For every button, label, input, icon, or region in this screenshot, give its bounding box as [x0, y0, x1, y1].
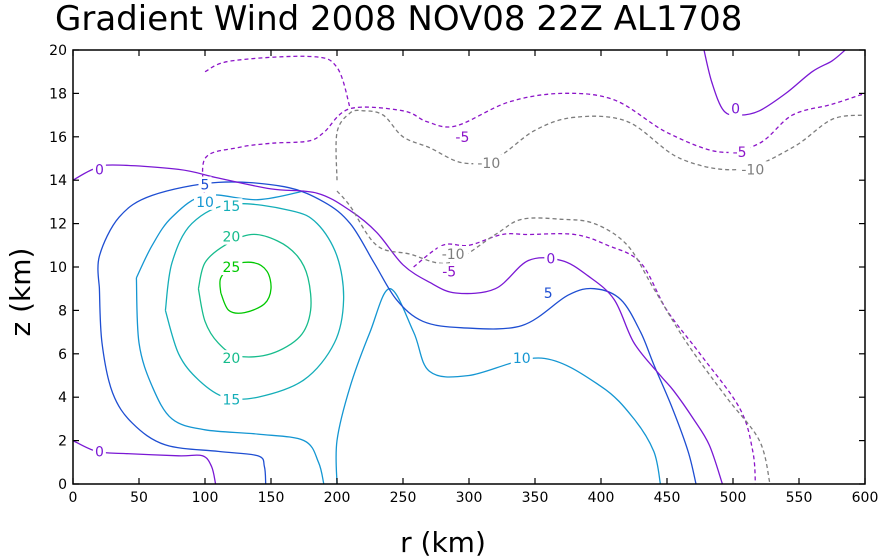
- contour-label-bg: [92, 443, 106, 460]
- contour-line-20: [197, 233, 312, 358]
- contour-lines: [72, 49, 866, 485]
- contour-label-bg: [437, 245, 469, 262]
- contour-label-0: 0: [95, 162, 104, 178]
- contour-label-10: 10: [196, 195, 214, 211]
- x-tick-label: 50: [130, 490, 148, 506]
- contour-label--10: -10: [741, 162, 764, 178]
- contour-label-bg: [510, 350, 533, 367]
- y-tick-label: 6: [58, 347, 67, 363]
- contour-label-bg: [198, 176, 212, 193]
- contour-label-0: 0: [731, 102, 740, 118]
- contour-line-5: [97, 181, 697, 485]
- contour-label-bg: [220, 198, 243, 215]
- y-tick-label: 12: [49, 217, 67, 233]
- x-tick-label: 300: [456, 490, 483, 506]
- y-axis-label: z (km): [4, 248, 37, 337]
- contour-label--5: -5: [455, 130, 469, 146]
- contour-label-bg: [220, 259, 243, 275]
- contour-label--10: -10: [477, 156, 500, 172]
- x-tick-label: 250: [390, 490, 417, 506]
- contour-label-bg: [438, 263, 461, 280]
- y-tick-label: 20: [49, 43, 67, 59]
- contour-line--10: [335, 109, 866, 485]
- contour-label-bg: [220, 228, 243, 245]
- contour-label-15: 15: [222, 199, 240, 215]
- contour-label-bg: [92, 161, 106, 178]
- contour-label-0: 0: [546, 251, 555, 267]
- x-axis-label: r (km): [400, 526, 486, 559]
- y-tick-label: 8: [58, 303, 67, 319]
- contour-label-10: 10: [513, 351, 531, 367]
- x-tick-label: 400: [588, 490, 615, 506]
- y-tick-label: 0: [58, 477, 67, 493]
- x-tick-label: 600: [852, 490, 879, 506]
- y-tick-label: 14: [49, 173, 67, 189]
- contour-line--5: [201, 55, 866, 485]
- contour-label-0: 0: [95, 444, 104, 460]
- contour-label-bg: [194, 193, 216, 210]
- x-tick-label: 150: [258, 490, 285, 506]
- x-tick-label: 350: [522, 490, 549, 506]
- x-tick-label: 0: [69, 490, 78, 506]
- contour-label-25: 25: [222, 260, 240, 276]
- contour-label--5: -5: [733, 145, 747, 161]
- contour-label-bg: [473, 154, 505, 171]
- contour-label-bg: [451, 128, 474, 145]
- contour-label--5: -5: [442, 264, 456, 280]
- contour-label-20: 20: [222, 351, 240, 367]
- contour-line-10: [135, 190, 662, 485]
- contour-line-15: [164, 202, 345, 401]
- y-tick-label: 10: [49, 260, 67, 276]
- chart-title: Gradient Wind 2008 NOV08 22Z AL1708: [55, 0, 742, 39]
- contour-label--10: -10: [442, 247, 465, 263]
- contour-label-bg: [220, 350, 243, 367]
- y-tick-label: 4: [58, 390, 67, 406]
- contour-label-5: 5: [544, 286, 553, 302]
- axes: 0 50 100 150 200 250 300 350 400 450 500 550 6000246…: [49, 43, 878, 506]
- contour-label-bg: [544, 250, 558, 267]
- x-tick-label: 550: [786, 490, 813, 506]
- y-tick-label: 16: [49, 130, 67, 146]
- y-tick-label: 2: [58, 434, 67, 450]
- contour-label-bg: [729, 100, 743, 117]
- contour-label-15: 15: [222, 392, 240, 408]
- contour-label-bg: [220, 391, 243, 408]
- x-tick-label: 500: [720, 490, 747, 506]
- contour-label-5: 5: [201, 178, 210, 194]
- x-tick-label: 450: [654, 490, 681, 506]
- y-tick-label: 18: [49, 86, 67, 102]
- x-tick-label: 200: [324, 490, 351, 506]
- contour-label-20: 20: [222, 230, 240, 246]
- contour-label-bg: [728, 143, 751, 160]
- x-tick-label: 100: [192, 490, 219, 506]
- contour-label-bg: [541, 285, 555, 302]
- contour-label-bg: [737, 161, 769, 178]
